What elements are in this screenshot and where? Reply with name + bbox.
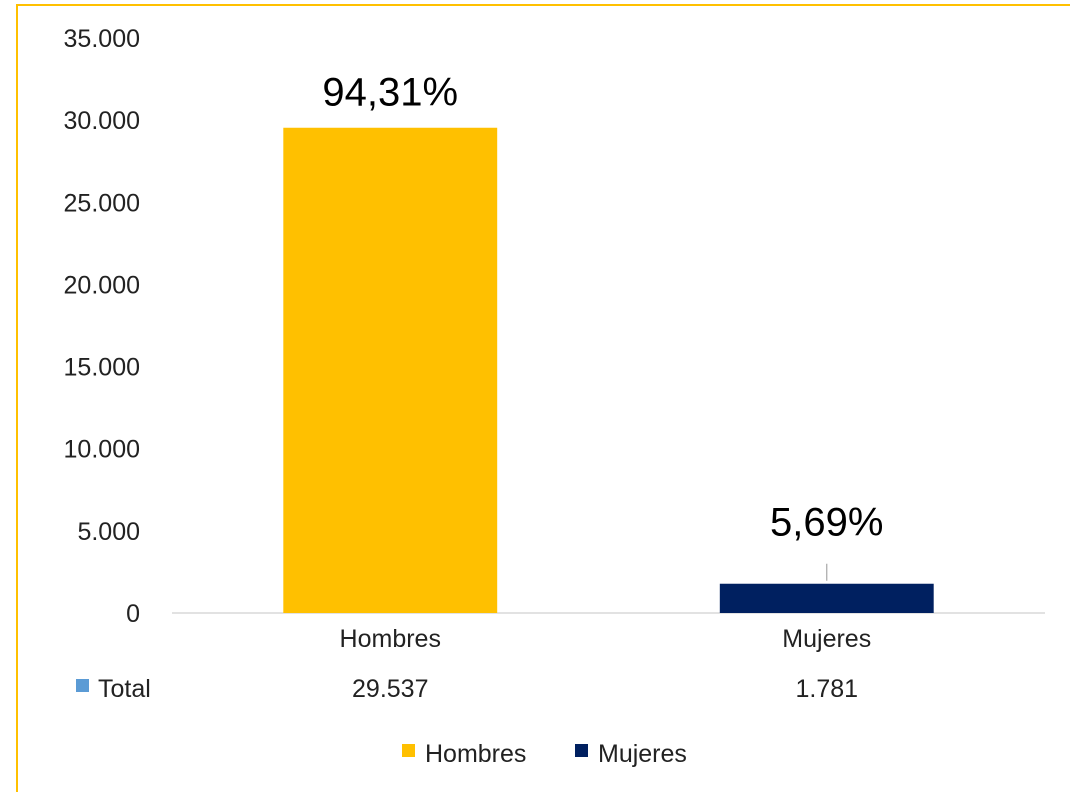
data-table-value: 29.537 [352,675,428,703]
data-table-values: 29.537 1.781 [352,675,858,703]
legend-label: Hombres [425,740,526,768]
y-tick-label: 5.000 [77,518,140,546]
y-tick-label: 20.000 [64,271,140,299]
y-axis: 0 5.000 10.000 15.000 20.000 25.000 30.000 35.0… [64,25,140,628]
legend-swatch [402,744,415,757]
category-label: Hombres [340,625,441,653]
bars [283,127,934,614]
category-labels: Hombres Mujeres [340,625,872,653]
legend: Hombres Mujeres [402,740,687,768]
data-table-legend-key [76,679,89,692]
legend-swatch [575,744,588,757]
legend-label: Mujeres [598,740,687,768]
category-label: Mujeres [782,625,871,653]
y-tick-label: 10.000 [64,436,140,464]
y-tick-label: 25.000 [64,189,140,217]
percent-label: 94,31% [322,71,458,115]
y-tick-label: 35.000 [64,25,140,53]
y-tick-label: 0 [126,600,140,628]
y-tick-label: 30.000 [64,107,140,135]
data-table-row-label: Total [98,675,151,703]
y-tick-label: 15.000 [64,354,140,382]
percent-label: 5,69% [770,501,883,545]
chart-frame [16,4,1070,792]
data-table: Total 29.537 1.781 [76,675,858,703]
percent-labels: 94,31% 5,69% [322,71,883,581]
data-table-value: 1.781 [795,675,858,703]
bar-hombres [283,127,498,614]
bar-mujeres [719,583,934,613]
